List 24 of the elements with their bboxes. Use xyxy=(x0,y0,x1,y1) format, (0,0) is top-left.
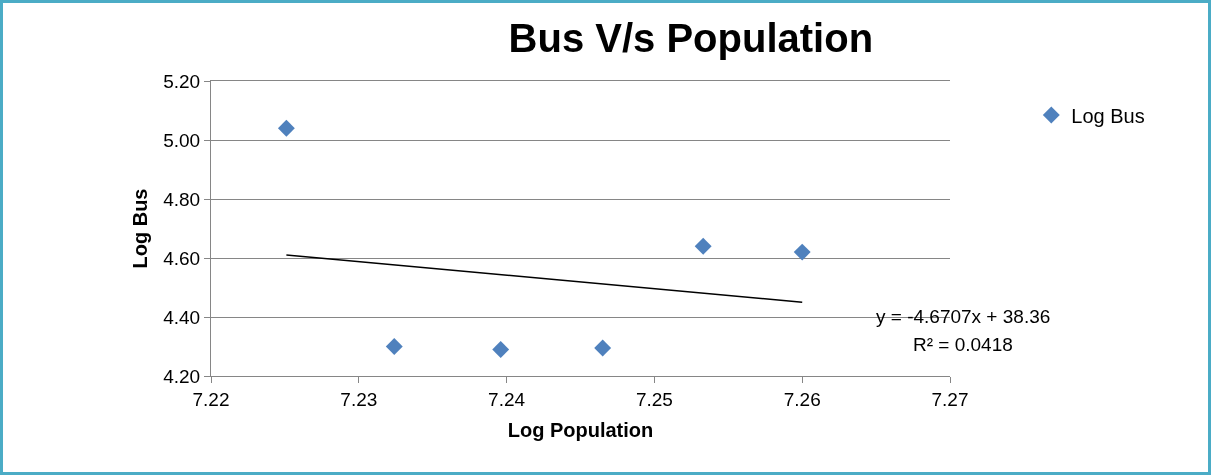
annotation: R² = 0.0418 xyxy=(913,334,1013,355)
x-tick-label: 7.24 xyxy=(488,388,526,410)
y-tick-label: 4.80 xyxy=(163,188,201,210)
y-tick-label: 4.40 xyxy=(163,306,201,328)
x-tick-label: 7.27 xyxy=(931,388,969,410)
annotation: y = -4.6707x + 38.36 xyxy=(876,306,1051,327)
point xyxy=(385,338,403,355)
x-tick-label: 7.22 xyxy=(192,388,230,410)
x-tick-label: 7.23 xyxy=(340,388,378,410)
y-tick-label: 5.20 xyxy=(163,70,201,92)
y-axis-title: Log Bus xyxy=(128,188,151,269)
point xyxy=(694,237,712,255)
x-tick-label: 7.25 xyxy=(635,388,673,410)
chart-title: Bus V/s Population xyxy=(508,16,874,61)
y-tick-label: 4.60 xyxy=(163,247,201,269)
point xyxy=(594,339,612,357)
point xyxy=(492,341,510,358)
y-tick-label: 5.00 xyxy=(163,129,201,151)
y-tick-label: 4.20 xyxy=(163,365,201,387)
point xyxy=(277,119,295,137)
legend-label: Log Bus xyxy=(1071,104,1145,127)
x-axis-title: Log Population xyxy=(507,419,654,442)
x-tick-label: 7.26 xyxy=(783,388,821,410)
point xyxy=(793,243,811,261)
